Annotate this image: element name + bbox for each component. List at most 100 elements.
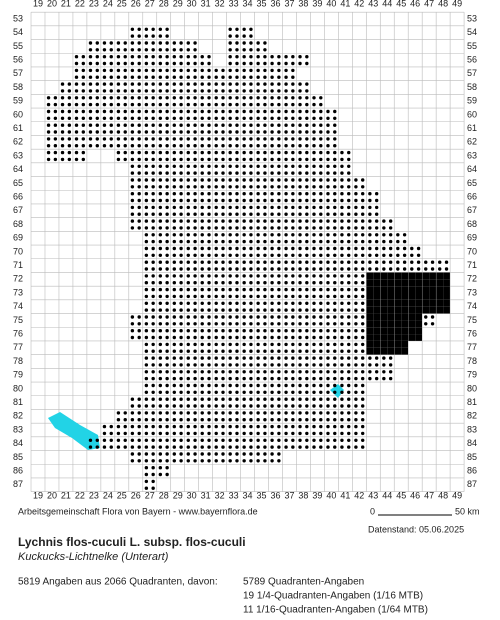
record-dot bbox=[228, 411, 232, 415]
record-dot bbox=[109, 61, 113, 66]
record-dot bbox=[144, 452, 149, 456]
record-dot bbox=[151, 34, 155, 38]
record-dot bbox=[340, 239, 344, 244]
record-dot bbox=[179, 260, 183, 264]
record-dot bbox=[214, 185, 218, 189]
record-dot bbox=[144, 185, 149, 189]
record-dot bbox=[256, 418, 260, 422]
record-dot bbox=[144, 486, 149, 490]
record-dot bbox=[242, 116, 246, 121]
record-dot bbox=[172, 424, 176, 429]
record-dot bbox=[361, 397, 365, 401]
record-dot bbox=[284, 109, 288, 114]
record-dot bbox=[158, 205, 163, 210]
record-dot bbox=[354, 342, 358, 347]
record-dot bbox=[354, 390, 358, 394]
record-dot bbox=[116, 150, 121, 155]
record-dot bbox=[319, 363, 323, 367]
record-square bbox=[394, 293, 402, 300]
record-dot bbox=[312, 411, 316, 415]
record-dot bbox=[312, 178, 316, 182]
record-dot bbox=[109, 438, 113, 442]
record-dot bbox=[179, 55, 183, 59]
record-dot bbox=[291, 82, 295, 86]
record-dot bbox=[179, 329, 183, 333]
record-dot bbox=[305, 219, 309, 223]
row-label: 81 bbox=[13, 397, 23, 407]
record-dot bbox=[305, 157, 309, 162]
record-dot bbox=[305, 137, 309, 141]
column-label: 28 bbox=[159, 0, 169, 8]
record-dot bbox=[319, 301, 323, 305]
record-dot bbox=[347, 294, 351, 299]
record-dot bbox=[263, 68, 267, 73]
record-dot bbox=[326, 383, 330, 388]
record-dot bbox=[333, 390, 337, 394]
record-dot bbox=[298, 438, 302, 442]
column-label: 36 bbox=[270, 0, 280, 8]
record-dot bbox=[214, 445, 218, 449]
record-dot bbox=[81, 55, 86, 59]
record-dot bbox=[214, 342, 218, 347]
record-dot bbox=[263, 130, 267, 134]
record-dot bbox=[221, 322, 225, 326]
record-dot bbox=[172, 370, 176, 374]
record-dot bbox=[144, 55, 149, 59]
record-dot bbox=[312, 205, 316, 210]
row-label: 54 bbox=[467, 27, 477, 37]
record-dot bbox=[158, 226, 163, 230]
record-dot bbox=[312, 267, 316, 271]
record-dot bbox=[249, 109, 253, 114]
record-dot bbox=[291, 390, 295, 394]
record-dot bbox=[81, 123, 86, 127]
record-dot bbox=[249, 349, 253, 353]
record-dot bbox=[214, 233, 218, 237]
record-dot bbox=[123, 137, 127, 141]
record-dot bbox=[270, 383, 274, 388]
record-dot bbox=[200, 274, 204, 278]
record-dot bbox=[81, 109, 86, 114]
record-dot bbox=[165, 253, 169, 257]
record-dot bbox=[172, 192, 176, 196]
record-dot bbox=[284, 198, 288, 203]
record-dot bbox=[172, 171, 176, 175]
record-dot bbox=[137, 61, 141, 66]
record-dot bbox=[361, 445, 365, 449]
record-square bbox=[366, 279, 374, 287]
column-label: 20 bbox=[47, 0, 57, 8]
record-dot bbox=[361, 329, 365, 333]
record-dot bbox=[319, 226, 323, 230]
record-dot bbox=[116, 137, 121, 141]
record-dot bbox=[179, 137, 183, 141]
record-square bbox=[436, 306, 444, 314]
record-square bbox=[373, 306, 381, 314]
record-dot bbox=[256, 219, 260, 223]
record-dot bbox=[81, 116, 86, 121]
record-dot bbox=[305, 418, 309, 422]
record-square bbox=[408, 306, 416, 314]
record-dot bbox=[235, 226, 239, 230]
record-dot bbox=[326, 253, 330, 257]
record-dot bbox=[186, 294, 190, 299]
record-dot bbox=[172, 198, 176, 203]
record-dot bbox=[158, 75, 163, 79]
record-dot bbox=[228, 55, 232, 59]
record-dot bbox=[333, 171, 337, 175]
record-dot bbox=[305, 370, 309, 374]
record-dot bbox=[95, 438, 99, 442]
record-dot bbox=[137, 89, 141, 93]
record-dot bbox=[200, 75, 204, 79]
record-dot bbox=[207, 301, 211, 305]
record-dot bbox=[368, 212, 372, 216]
record-dot bbox=[410, 253, 414, 257]
record-dot bbox=[298, 96, 302, 100]
record-square bbox=[443, 306, 450, 314]
column-label: 29 bbox=[173, 0, 183, 8]
record-dot bbox=[172, 329, 176, 333]
record-dot bbox=[228, 370, 232, 374]
record-dot bbox=[137, 48, 141, 52]
record-dot bbox=[221, 178, 225, 182]
record-dot bbox=[235, 219, 239, 223]
record-dot bbox=[214, 287, 218, 292]
record-dot bbox=[165, 178, 169, 182]
